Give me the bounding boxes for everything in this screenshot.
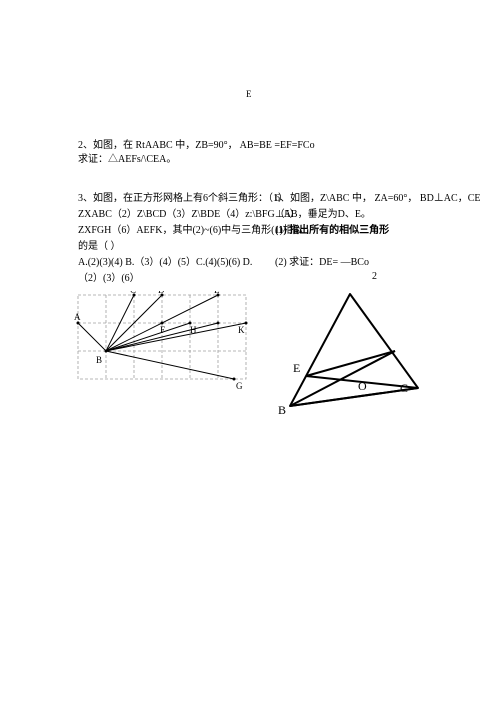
svg-text:B: B — [278, 403, 286, 417]
svg-text:K: K — [238, 325, 245, 335]
q3-line4: 的是（ ） — [78, 239, 121, 255]
q6-line2: ⊥AB，垂足为D、E。 — [275, 207, 371, 223]
q6-part1: (1) 指出所有的相似三角形 — [275, 223, 389, 239]
svg-text:C: C — [400, 381, 408, 395]
q3-line5: A.(2)(3)(4) B.（3）(4）(5）C.(4)(5)(6) D. — [78, 255, 252, 271]
q2-line2: 求证：△AEFs/\CEA。 — [78, 152, 176, 168]
figure-triangle: B C E O — [278, 288, 428, 423]
q3-line1: 3、如图，在正方形网格上有6个斜三角形：（1） — [78, 191, 288, 207]
svg-text:A: A — [74, 312, 81, 322]
svg-text:E: E — [214, 291, 220, 295]
svg-text:B: B — [96, 355, 102, 365]
svg-text:C: C — [130, 291, 136, 295]
q6-part2b: 2 — [372, 269, 377, 285]
svg-text:O: O — [358, 379, 367, 393]
q3-line3: ZXFGH（6）AEFK，其中(2)~(6)中与三角形(1)相似 — [78, 223, 303, 239]
page-header-mark: E — [246, 88, 252, 102]
q6-part2a: (2) 求证：DE= —BCo — [275, 255, 369, 271]
q6-line1: 6、如图，Z\ABC 中， ZA=60°， BD⊥AC，CE — [275, 191, 480, 207]
svg-text:F: F — [160, 325, 165, 335]
svg-text:D: D — [158, 291, 165, 295]
q3-line2: ZXABC（2）Z\BCD（3）Z\BDE（4）z:\BFG（5） — [78, 207, 300, 223]
svg-text:H: H — [190, 325, 197, 335]
svg-text:G: G — [236, 381, 243, 391]
q3-line6: （2）(3）(6） — [78, 271, 140, 287]
figure-grid: A B C D E F H K G — [74, 291, 249, 395]
svg-text:E: E — [293, 361, 300, 375]
